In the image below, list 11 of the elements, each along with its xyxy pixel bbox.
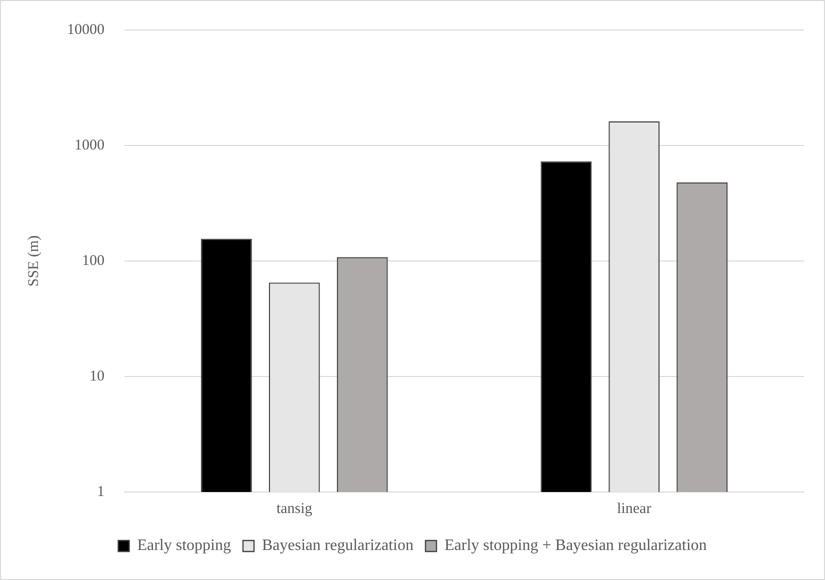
- x-tick-label: linear: [617, 500, 652, 517]
- y-tick-label: 10: [90, 368, 104, 384]
- y-tick-label: 1000: [74, 137, 104, 154]
- legend-label: Early stopping: [137, 537, 231, 554]
- x-tick-label: tansig: [276, 500, 313, 517]
- y-tick-label: 1: [97, 484, 104, 500]
- y-tick-label: 10000: [67, 22, 104, 38]
- legend-label: Early stopping + Bayesian regularization: [444, 537, 707, 554]
- y-tick-label: 100: [82, 252, 104, 269]
- y-axis-title: SSE (m): [26, 235, 42, 287]
- legend-label: Bayesian regularization: [262, 537, 414, 554]
